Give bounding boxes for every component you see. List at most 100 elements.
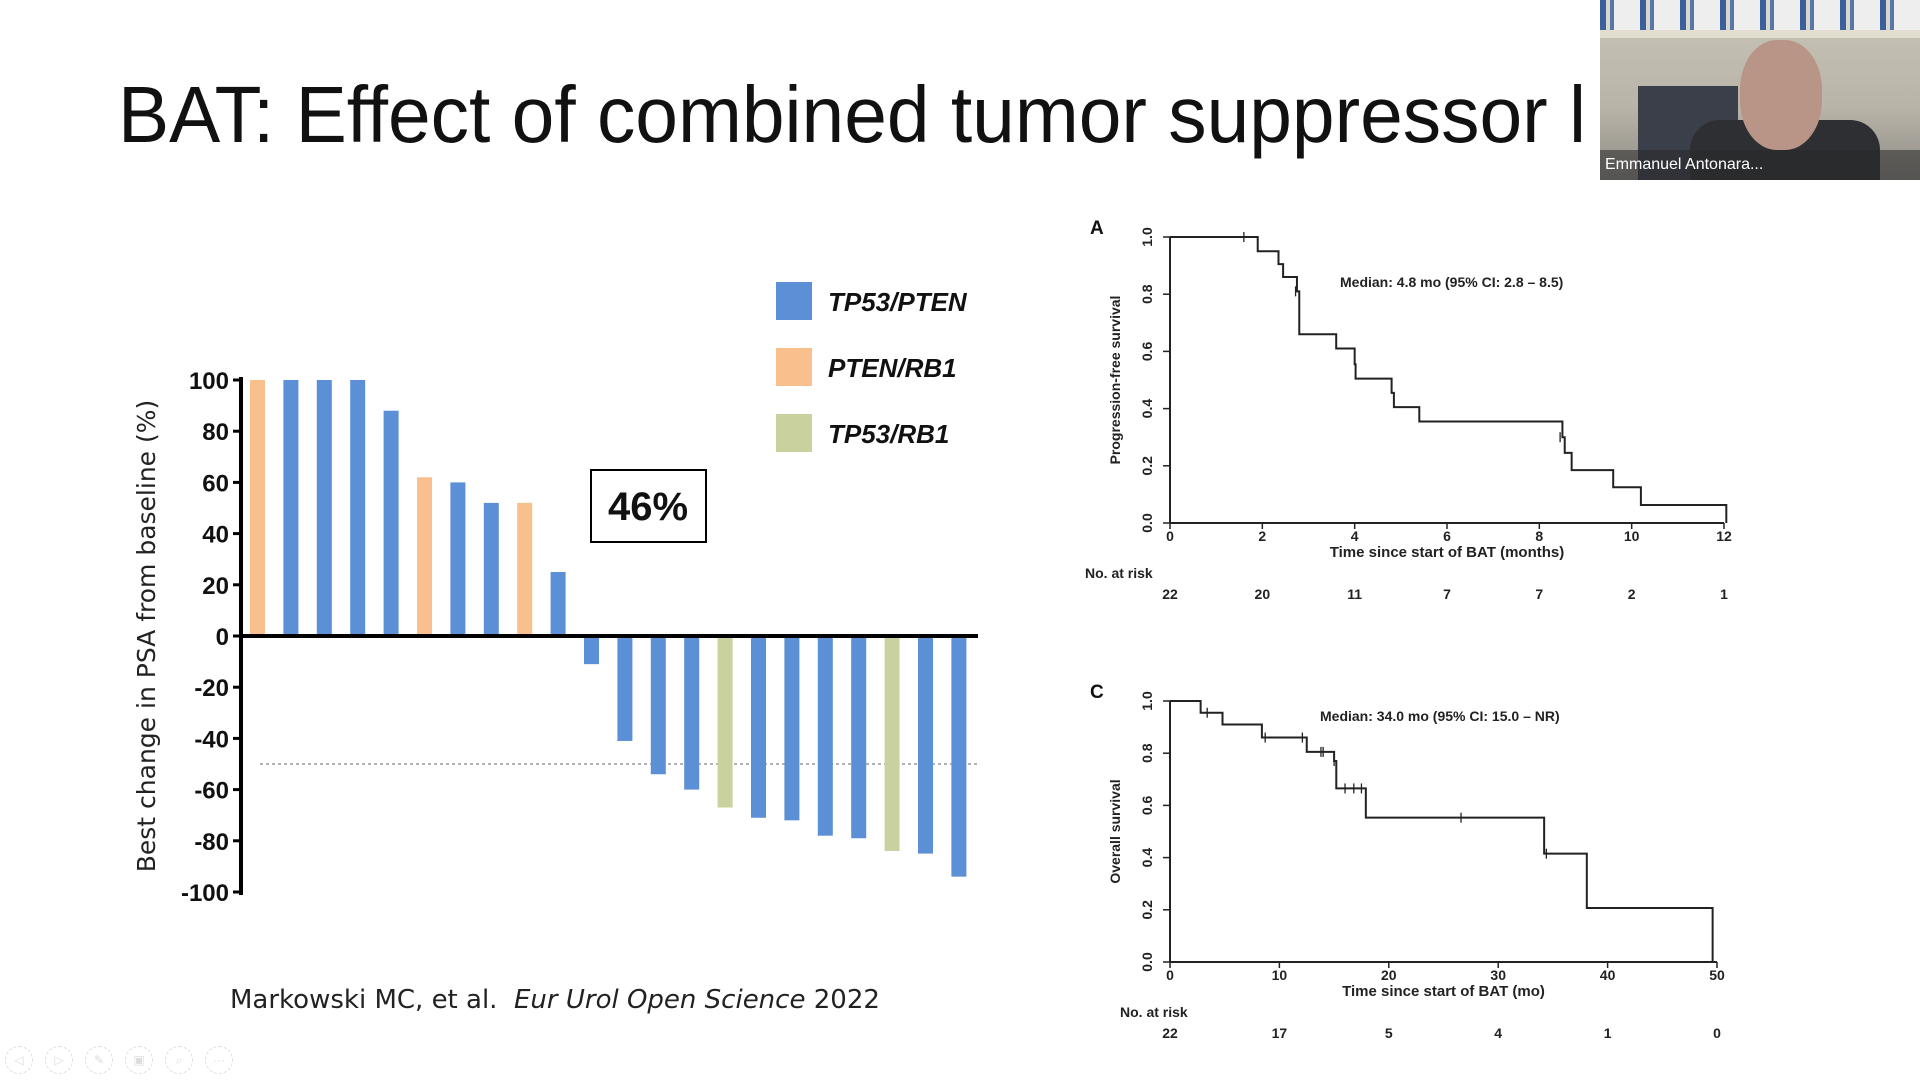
at-risk-label: No. at risk (1085, 565, 1153, 581)
panel-label: A (1090, 218, 1104, 239)
y-tick-label: 0.2 (1139, 456, 1155, 476)
response-rate-box (590, 469, 707, 543)
at-risk-count: 2 (1628, 586, 1636, 602)
x-axis-label: Time since start of BAT (months) (1330, 544, 1564, 561)
legend-swatch (776, 414, 812, 452)
x-tick-label: 12 (1716, 528, 1732, 544)
response-rate: 46% (608, 485, 688, 529)
at-risk-count: 1 (1720, 586, 1728, 602)
y-tick-label: -80 (194, 829, 229, 856)
bar (918, 636, 933, 854)
previous-icon[interactable]: ◁ (5, 1046, 33, 1074)
legend-swatch (776, 348, 812, 386)
x-axis-label: Time since start of BAT (mo) (1342, 983, 1545, 1000)
at-risk-count: 22 (1162, 1025, 1178, 1041)
citation-year: 2022 (813, 985, 880, 1015)
x-tick-label: 30 (1490, 967, 1506, 983)
at-risk-count: 1 (1604, 1025, 1612, 1041)
bar (951, 636, 967, 877)
citation: Markowski MC, et al. Eur Urol Open Scien… (230, 985, 880, 1015)
citation-journal: Eur Urol Open Science (513, 985, 806, 1015)
x-tick-label: 20 (1381, 967, 1397, 983)
y-tick-label: -20 (194, 675, 229, 702)
at-risk-label: No. at risk (1120, 1004, 1188, 1020)
bar (717, 636, 733, 808)
y-tick-label: 0.4 (1139, 399, 1155, 419)
at-risk-count: 11 (1347, 586, 1362, 602)
survival-curve (1170, 700, 1714, 962)
y-tick-label: 80 (202, 419, 229, 446)
y-tick-label: 0.2 (1139, 900, 1155, 920)
participant-video[interactable]: Emmanuel Antonara... (1600, 0, 1920, 180)
bar (350, 380, 366, 636)
next-icon[interactable]: ▷ (45, 1046, 73, 1074)
bar (617, 636, 633, 741)
bar (316, 380, 332, 636)
y-tick-label: 0.8 (1139, 743, 1155, 763)
y-tick-label: -40 (194, 726, 229, 753)
bar (417, 477, 432, 636)
citation-authors: Markowski MC, et al. (230, 985, 498, 1015)
bar (851, 636, 867, 839)
at-risk-count: 5 (1385, 1025, 1393, 1041)
bar (517, 502, 533, 636)
y-axis-label: Overall survival (1107, 779, 1123, 883)
bar (751, 636, 766, 818)
bar (483, 502, 499, 636)
pen-icon[interactable]: ✎ (85, 1046, 113, 1074)
shelf-image (1600, 30, 1920, 38)
y-tick-label: 0.4 (1139, 848, 1155, 868)
panel-label: C (1090, 682, 1104, 703)
bookshelf-image (1600, 0, 1920, 30)
y-tick-label: 1.0 (1139, 691, 1155, 711)
y-tick-label: 20 (202, 573, 229, 600)
x-tick-label: 2 (1258, 528, 1266, 544)
legend-swatch (776, 282, 812, 320)
median-annotation: Median: 4.8 mo (95% CI: 2.8 – 8.5) (1340, 274, 1563, 290)
x-tick-label: 40 (1600, 967, 1616, 983)
y-tick-label: -60 (194, 778, 229, 805)
legend-label: PTEN/RB1 (828, 353, 957, 383)
x-tick-label: 8 (1535, 528, 1543, 544)
at-risk-count: 4 (1494, 1025, 1502, 1041)
y-tick-label: -100 (181, 880, 229, 907)
legend-label: TP53/PTEN (828, 287, 968, 317)
bar (250, 380, 265, 636)
x-tick-label: 0 (1166, 528, 1174, 544)
participant-name: Emmanuel Antonara... (1600, 150, 1920, 180)
bar (383, 410, 399, 636)
at-risk-count: 0 (1713, 1025, 1721, 1041)
bar (884, 636, 900, 852)
bar (283, 380, 299, 636)
bar (450, 482, 466, 636)
bar (817, 636, 833, 836)
bar (550, 572, 566, 636)
bar (584, 636, 599, 665)
median-annotation: Median: 34.0 mo (95% CI: 15.0 – NR) (1320, 708, 1560, 724)
y-tick-label: 0.0 (1139, 952, 1155, 972)
at-risk-count: 7 (1443, 586, 1451, 602)
slides-icon[interactable]: ▣ (125, 1046, 153, 1074)
slide-title: BAT: Effect of combined tumor suppressor… (118, 70, 1587, 159)
zoom-icon[interactable]: ⌕ (165, 1046, 193, 1074)
speaker-image (1740, 40, 1822, 150)
bar (684, 636, 700, 790)
y-tick-label: 0.8 (1139, 284, 1155, 304)
y-tick-label: 0.6 (1139, 341, 1155, 361)
more-icon[interactable]: ··· (205, 1046, 233, 1074)
at-risk-count: 7 (1535, 586, 1543, 602)
x-tick-label: 10 (1624, 528, 1640, 544)
at-risk-count: 17 (1272, 1025, 1288, 1041)
x-tick-label: 6 (1443, 528, 1451, 544)
y-tick-label: 0.0 (1139, 513, 1155, 533)
y-tick-label: 0.6 (1139, 795, 1155, 815)
at-risk-count: 22 (1162, 586, 1178, 602)
at-risk-count: 20 (1255, 586, 1271, 602)
presentation-toolbar: ◁ ▷ ✎ ▣ ⌕ ··· (5, 1046, 233, 1074)
y-axis-label: Best change in PSA from baseline (%) (132, 400, 161, 873)
x-tick-label: 10 (1272, 967, 1288, 983)
y-tick-label: 60 (202, 470, 229, 497)
y-tick-label: 0 (216, 624, 229, 651)
survival-curve (1170, 236, 1728, 523)
